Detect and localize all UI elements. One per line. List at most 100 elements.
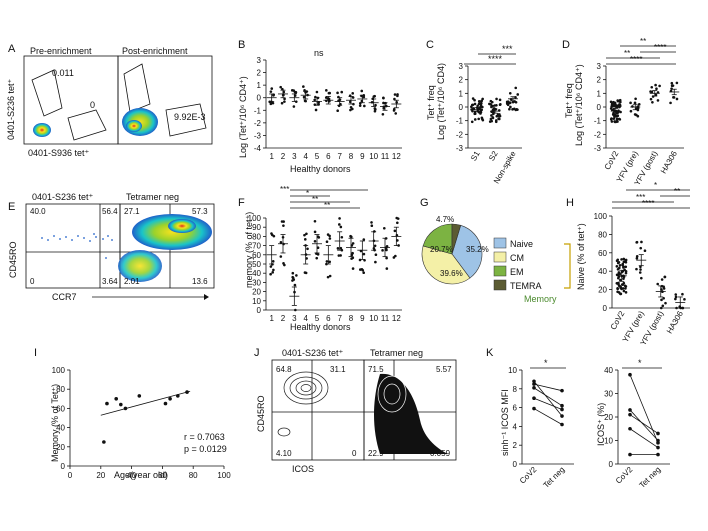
data-point (635, 267, 638, 271)
data-point (383, 226, 386, 230)
panel-f-sig-2: * (306, 189, 309, 198)
e-right-q4: 13.6 (192, 277, 208, 286)
data-point (337, 254, 341, 257)
data-point (612, 100, 615, 104)
data-point (615, 259, 619, 263)
panel-k-right-plot: 0 10 20 30 40 CoV2 Tet neg (604, 366, 670, 490)
B-y-tick-label: -4 (254, 144, 262, 153)
data-point (351, 96, 355, 99)
data-point (639, 268, 642, 271)
data-point (393, 229, 397, 233)
K1-y-tick-label: 4 (513, 422, 518, 431)
panel-a-title-right: Post-enrichment (122, 46, 188, 56)
pre-gate-top-value: 0.011 (52, 68, 74, 78)
panel-h-sig-2: ** (674, 187, 680, 196)
panel-j-xlabel: ICOS (292, 464, 314, 474)
panel-i-plot: 0 20 40 60 80 100 0 20 40 60 80 100 (52, 366, 232, 480)
data-point (532, 396, 536, 401)
data-point (163, 401, 168, 406)
F-y-tick-label: 20 (252, 288, 261, 297)
data-point (610, 104, 614, 108)
I-y-tick-label: 60 (56, 404, 65, 413)
data-point (282, 224, 285, 227)
data-point (674, 297, 677, 301)
panel-f-ylabel: memory (% of tet⁺) (244, 212, 254, 288)
legend-label-temra: TEMRA (510, 281, 542, 291)
data-point (683, 298, 686, 301)
C-y-tick-label: 2 (459, 76, 464, 85)
panel-i: I Memory (% of Tet⁺) Age(year old) r = 0… (34, 347, 231, 480)
C-y-tick-label: 3 (459, 62, 464, 71)
data-point (674, 295, 678, 299)
B-x-tick-label: 10 (369, 152, 378, 161)
panel-e-right-plot (119, 203, 215, 289)
data-point (615, 117, 619, 121)
data-point (313, 98, 316, 102)
F-y-tick-label: 100 (248, 214, 262, 223)
data-point (362, 238, 366, 241)
I-y-tick-label: 0 (61, 462, 66, 471)
K1-x-tick-label: CoV2 (518, 465, 539, 486)
post-gate-top (123, 63, 151, 113)
data-point (670, 81, 674, 85)
data-point (283, 100, 286, 103)
data-point (628, 372, 632, 377)
B-x-tick-label: 7 (337, 152, 342, 161)
data-point (326, 275, 330, 279)
data-point (303, 233, 306, 237)
data-point (656, 99, 660, 102)
pre-gate-bottom-value: 0 (90, 100, 95, 110)
B-x-tick-label: 8 (349, 152, 354, 161)
panel-c: C Tet⁺ freq Log (Tet⁺/10⁶ CD4) *** **** … (426, 39, 522, 185)
data-point (283, 97, 286, 101)
data-point (617, 271, 621, 274)
data-point (494, 120, 498, 124)
data-point (292, 89, 296, 92)
data-point (340, 235, 344, 239)
panel-h-ylabel: Naive (% of tet⁺) (576, 223, 586, 290)
I-y-tick-label: 20 (56, 443, 65, 452)
paired-line (533, 383, 563, 392)
data-point (477, 117, 480, 121)
D-y-tick-label: 2 (597, 76, 602, 85)
data-point (616, 267, 620, 271)
data-point (495, 103, 498, 107)
data-point (168, 397, 172, 401)
F-x-tick-label: 8 (349, 314, 354, 323)
e-right-q2: 57.3 (192, 207, 208, 216)
data-point (497, 117, 501, 121)
data-point (619, 285, 623, 289)
data-point (360, 99, 364, 103)
D-y-tick-label: 1 (597, 89, 602, 98)
data-point (315, 256, 319, 260)
panel-d-sig-3: ** (624, 49, 630, 58)
panel-i-letter: I (34, 347, 37, 359)
data-point (472, 107, 475, 110)
data-point (635, 241, 638, 244)
panel-i-xlabel: Age(year old) (114, 470, 168, 480)
panel-a-xlabel: 0401-S936 tet⁺ (28, 148, 90, 158)
K2-y-tick-label: 40 (604, 366, 613, 375)
data-point (663, 275, 667, 279)
data-point (476, 104, 479, 108)
data-point (269, 272, 272, 276)
data-point (659, 306, 663, 310)
legend-swatch-temra (493, 279, 507, 291)
data-point (272, 234, 276, 238)
paired-line (533, 387, 563, 407)
H-y-tick-label: 40 (598, 267, 607, 276)
panel-d: D Tet⁺ freq Log (Tet⁺/10⁶ CD4⁺) ** **** … (562, 37, 684, 187)
data-point (675, 81, 679, 85)
H-x-tick-label: CoV2 (609, 309, 627, 331)
data-point (610, 120, 614, 123)
j-right-q2: 5.57 (436, 365, 452, 374)
data-point (617, 261, 621, 264)
panel-e-ylabel: CD45RO (8, 241, 18, 278)
data-point (271, 271, 274, 274)
data-point (381, 112, 385, 116)
data-point (560, 407, 564, 412)
j-left-q1: 64.8 (276, 365, 292, 374)
post-density-blob (122, 108, 158, 136)
